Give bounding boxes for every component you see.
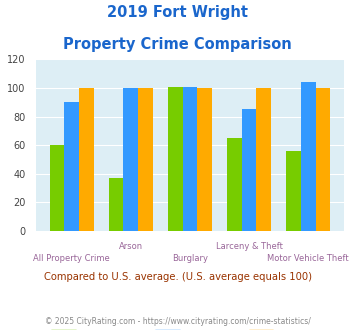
Text: Compared to U.S. average. (U.S. average equals 100): Compared to U.S. average. (U.S. average … xyxy=(44,272,311,282)
Bar xyxy=(182,86,197,231)
Bar xyxy=(168,86,182,231)
Bar xyxy=(286,151,301,231)
Bar xyxy=(301,82,316,231)
Bar xyxy=(316,88,330,231)
Text: Arson: Arson xyxy=(119,243,143,251)
Bar xyxy=(256,88,271,231)
Bar xyxy=(242,110,256,231)
Text: All Property Crime: All Property Crime xyxy=(33,254,110,263)
Legend: Fort Wright, Kentucky, National: Fort Wright, Kentucky, National xyxy=(47,326,333,330)
Bar xyxy=(138,88,153,231)
Bar xyxy=(197,88,212,231)
Bar xyxy=(64,102,79,231)
Text: © 2025 CityRating.com - https://www.cityrating.com/crime-statistics/: © 2025 CityRating.com - https://www.city… xyxy=(45,317,310,326)
Bar xyxy=(109,178,124,231)
Text: Motor Vehicle Theft: Motor Vehicle Theft xyxy=(267,254,349,263)
Text: Property Crime Comparison: Property Crime Comparison xyxy=(63,37,292,52)
Bar xyxy=(50,145,64,231)
Text: 2019 Fort Wright: 2019 Fort Wright xyxy=(107,5,248,20)
Text: Burglary: Burglary xyxy=(172,254,208,263)
Bar xyxy=(124,88,138,231)
Bar xyxy=(79,88,94,231)
Bar xyxy=(227,138,242,231)
Text: Larceny & Theft: Larceny & Theft xyxy=(215,243,283,251)
